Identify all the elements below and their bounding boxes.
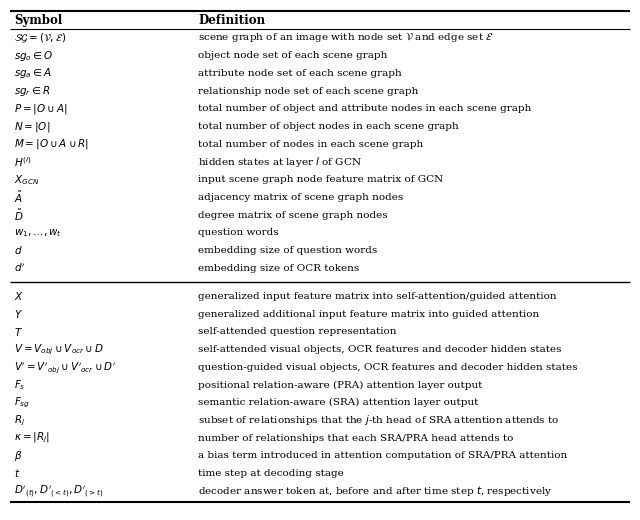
- Text: relationship node set of each scene graph: relationship node set of each scene grap…: [198, 87, 419, 96]
- Text: decoder answer token at, before and after time step $t$, respectively: decoder answer token at, before and afte…: [198, 484, 553, 498]
- Text: $P = |O \cup A|$: $P = |O \cup A|$: [14, 102, 68, 116]
- Text: adjacency matrix of scene graph nodes: adjacency matrix of scene graph nodes: [198, 193, 404, 202]
- Text: total number of object and attribute nodes in each scene graph: total number of object and attribute nod…: [198, 105, 532, 113]
- Text: $X$: $X$: [14, 291, 24, 303]
- Text: $\beta$: $\beta$: [14, 449, 22, 463]
- Text: $t$: $t$: [14, 467, 20, 479]
- Text: subset of relationships that the $j$-th head of SRA attention attends to: subset of relationships that the $j$-th …: [198, 413, 560, 427]
- Text: $d$: $d$: [14, 244, 22, 256]
- Text: Symbol: Symbol: [14, 14, 62, 27]
- Text: time step at decoding stage: time step at decoding stage: [198, 469, 344, 478]
- Text: object node set of each scene graph: object node set of each scene graph: [198, 51, 388, 60]
- Text: a bias term introduced in attention computation of SRA/PRA attention: a bias term introduced in attention comp…: [198, 451, 568, 460]
- Text: embedding size of question words: embedding size of question words: [198, 246, 378, 255]
- Text: attribute node set of each scene graph: attribute node set of each scene graph: [198, 69, 402, 78]
- Text: $R_j$: $R_j$: [14, 413, 26, 427]
- Text: $\tilde{A}$: $\tilde{A}$: [14, 190, 23, 205]
- Text: $\kappa = |R_j|$: $\kappa = |R_j|$: [14, 431, 50, 445]
- Text: total number of nodes in each scene graph: total number of nodes in each scene grap…: [198, 140, 424, 149]
- Text: generalized input feature matrix into self-attention/guided attention: generalized input feature matrix into se…: [198, 292, 557, 301]
- Text: $\tilde{D}$: $\tilde{D}$: [14, 207, 24, 223]
- Text: $N = |O|$: $N = |O|$: [14, 120, 51, 134]
- Text: $w_1, \ldots, w_t$: $w_1, \ldots, w_t$: [14, 227, 62, 239]
- Text: self-attended question representation: self-attended question representation: [198, 328, 397, 336]
- Text: $V' = V'_{obj} \cup V'_{ocr} \cup D'$: $V' = V'_{obj} \cup V'_{ocr} \cup D'$: [14, 360, 116, 374]
- Text: input scene graph node feature matrix of GCN: input scene graph node feature matrix of…: [198, 175, 444, 184]
- Text: $d'$: $d'$: [14, 262, 26, 275]
- Text: semantic relation-aware (SRA) attention layer output: semantic relation-aware (SRA) attention …: [198, 398, 479, 407]
- Text: $sg_a \in A$: $sg_a \in A$: [14, 67, 52, 81]
- Text: total number of object nodes in each scene graph: total number of object nodes in each sce…: [198, 122, 459, 131]
- Text: $F_s$: $F_s$: [14, 378, 26, 392]
- Text: $sg_o \in O$: $sg_o \in O$: [14, 49, 54, 63]
- Text: $X_{GCN}$: $X_{GCN}$: [14, 173, 40, 187]
- Text: degree matrix of scene graph nodes: degree matrix of scene graph nodes: [198, 211, 388, 219]
- Text: $D'_{(t)}, D'_{(<t)}, D'_{(>t)}$: $D'_{(t)}, D'_{(<t)}, D'_{(>t)}$: [14, 483, 104, 499]
- Text: $\mathcal{SG} = (\mathcal{V}, \mathcal{E})$: $\mathcal{SG} = (\mathcal{V}, \mathcal{E…: [14, 31, 67, 45]
- Text: $H^{(l)}$: $H^{(l)}$: [14, 155, 32, 169]
- Text: $Y$: $Y$: [14, 308, 23, 320]
- Text: question words: question words: [198, 228, 279, 237]
- Text: $T$: $T$: [14, 326, 23, 338]
- Text: $sg_r \in R$: $sg_r \in R$: [14, 84, 51, 98]
- Text: question-guided visual objects, OCR features and decoder hidden states: question-guided visual objects, OCR feat…: [198, 363, 578, 372]
- Text: Definition: Definition: [198, 14, 266, 27]
- Text: generalized additional input feature matrix into guided attention: generalized additional input feature mat…: [198, 309, 540, 319]
- Text: hidden states at layer $l$ of GCN: hidden states at layer $l$ of GCN: [198, 155, 362, 169]
- Text: self-attended visual objects, OCR features and decoder hidden states: self-attended visual objects, OCR featur…: [198, 345, 562, 354]
- Text: positional relation-aware (PRA) attention layer output: positional relation-aware (PRA) attentio…: [198, 381, 483, 389]
- Text: scene graph of an image with node set $\mathcal{V}$ and edge set $\mathcal{E}$: scene graph of an image with node set $\…: [198, 32, 494, 45]
- Text: $F_{sg}$: $F_{sg}$: [14, 395, 30, 410]
- Text: number of relationships that each SRA/PRA head attends to: number of relationships that each SRA/PR…: [198, 434, 514, 443]
- Text: embedding size of OCR tokens: embedding size of OCR tokens: [198, 264, 360, 272]
- Text: $V = V_{obj} \cup V_{ocr} \cup D$: $V = V_{obj} \cup V_{ocr} \cup D$: [14, 342, 104, 357]
- Text: $M = |O \cup A \cup R|$: $M = |O \cup A \cup R|$: [14, 137, 89, 151]
